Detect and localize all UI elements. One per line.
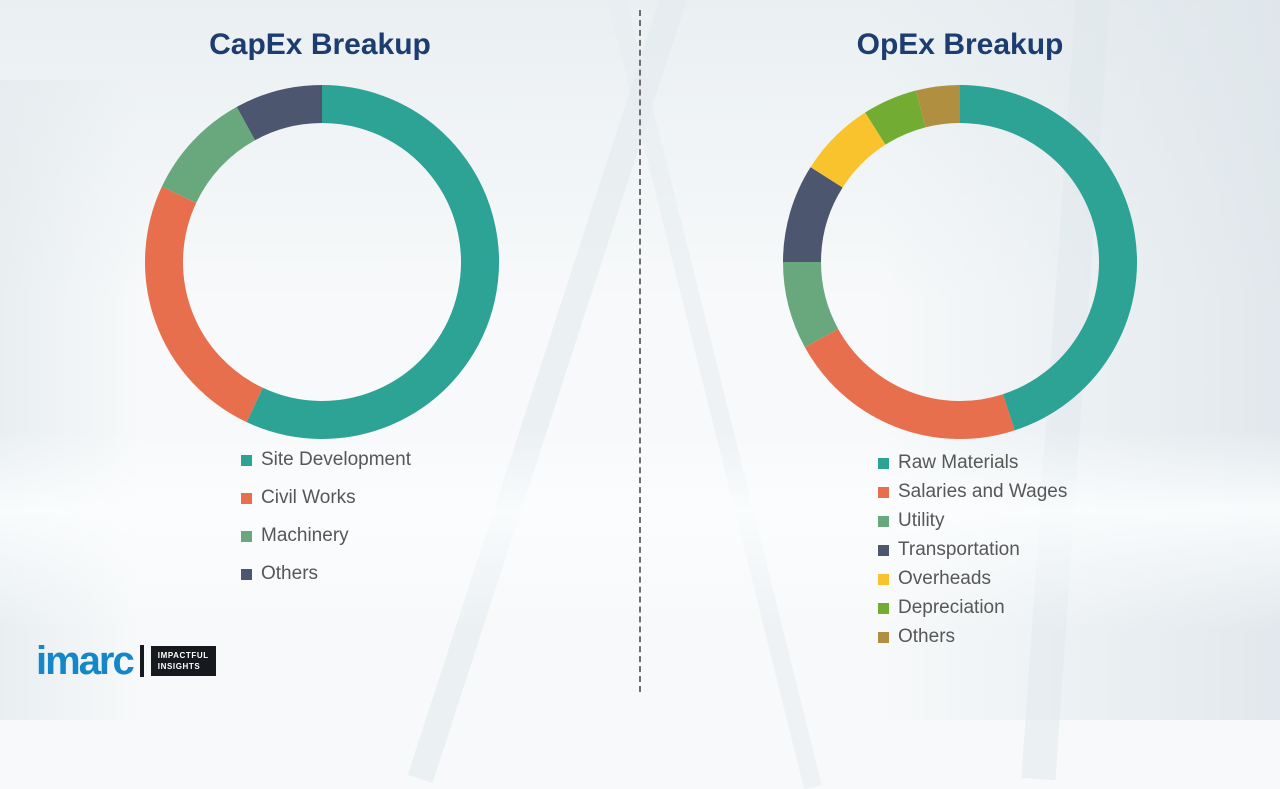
- legend-label-civil-works: Civil Works: [261, 487, 356, 508]
- legend-label-site-development: Site Development: [261, 449, 411, 470]
- legend-item-utility: Utility: [878, 511, 1067, 531]
- donut-segment-others: [236, 85, 323, 141]
- capex-chart-title: CapEx Breakup: [209, 28, 431, 61]
- legend-item-site-development: Site Development: [241, 450, 411, 470]
- imarc-logo-bar: [139, 645, 144, 677]
- imarc-logo-tagline: IMPACTFUL INSIGHTS: [150, 646, 216, 676]
- legend-swatch-raw-materials: [878, 457, 889, 469]
- legend-swatch-depreciation: [878, 602, 889, 614]
- legend-item-others: Others: [241, 564, 411, 584]
- legend-item-others: Others: [878, 627, 1067, 647]
- legend-swatch-salaries-and-wages: [878, 486, 889, 498]
- legend-label-salaries-and-wages: Salaries and Wages: [898, 481, 1068, 502]
- legend-label-utility: Utility: [898, 510, 945, 531]
- opex-chart-title: OpEx Breakup: [856, 28, 1064, 61]
- donut-segment-site-development: [246, 85, 499, 439]
- dashed-divider: [639, 10, 641, 692]
- legend-item-overheads: Overheads: [878, 569, 1067, 589]
- legend-label-depreciation: Depreciation: [898, 597, 1005, 618]
- capex-legend: Site Development Civil Works Machinery Othe…: [241, 450, 411, 584]
- legend-label-machinery: Machinery: [261, 525, 349, 546]
- legend-label-transportation: Transportation: [898, 539, 1020, 560]
- legend-label-others: Others: [261, 563, 319, 584]
- legend-swatch-civil-works: [241, 492, 252, 504]
- legend-item-transportation: Transportation: [878, 540, 1067, 560]
- imarc-logo: imarc IMPACTFUL INSIGHTS: [36, 641, 216, 681]
- legend-label-overheads: Overheads: [898, 568, 991, 589]
- legend-item-civil-works: Civil Works: [241, 488, 411, 508]
- donut-segment-others: [915, 85, 961, 128]
- legend-swatch-transportation: [878, 544, 889, 556]
- donut-segment-overheads: [810, 112, 886, 188]
- legend-item-raw-materials: Raw Materials: [878, 453, 1067, 473]
- legend-swatch-overheads: [878, 573, 889, 585]
- opex-donut-chart: [783, 85, 1137, 439]
- imarc-logo-tagline-line1: IMPACTFUL: [157, 651, 209, 660]
- legend-swatch-others: [878, 631, 889, 643]
- legend-item-salaries-and-wages: Salaries and Wages: [878, 482, 1067, 502]
- legend-item-depreciation: Depreciation: [878, 598, 1067, 618]
- donut-segment-civil-works: [145, 186, 264, 423]
- opex-legend: Raw Materials Salaries and Wages Utility Tr…: [878, 453, 1067, 647]
- capex-donut-chart: [145, 85, 499, 439]
- legend-swatch-utility: [878, 515, 889, 527]
- imarc-logo-wordmark: imarc: [36, 639, 135, 683]
- legend-swatch-others: [241, 568, 252, 580]
- donut-segment-utility: [783, 261, 839, 348]
- imarc-logo-tagline-line2: INSIGHTS: [157, 662, 201, 671]
- legend-swatch-site-development: [241, 454, 252, 466]
- donut-segment-machinery: [161, 106, 256, 204]
- legend-item-machinery: Machinery: [241, 526, 411, 546]
- legend-label-raw-materials: Raw Materials: [898, 452, 1019, 473]
- donut-segment-depreciation: [865, 90, 926, 145]
- donut-segment-transportation: [783, 167, 843, 263]
- donut-segment-salaries-and-wages: [804, 328, 1015, 439]
- donut-segment-raw-materials: [959, 85, 1137, 431]
- legend-label-others: Others: [898, 626, 956, 647]
- legend-swatch-machinery: [241, 530, 252, 542]
